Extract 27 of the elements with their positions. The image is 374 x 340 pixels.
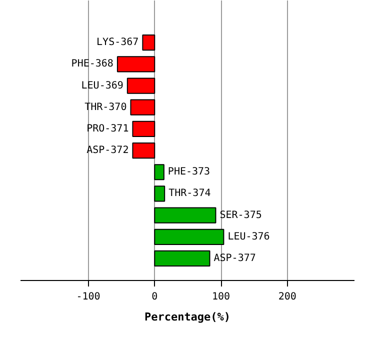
x-tick-label: 200: [278, 292, 296, 302]
bar: [154, 186, 166, 202]
bar: [126, 78, 156, 94]
y-tick-label: THR-370: [84, 102, 127, 113]
x-tick-label: 100: [212, 292, 230, 302]
x-axis-title: Percentage(%): [144, 310, 231, 324]
x-tick-label: 0: [152, 292, 158, 302]
y-tick-label: ASP-377: [214, 252, 256, 264]
y-tick-label: THR-374: [168, 188, 211, 200]
y-tick-label: PHE-373: [168, 166, 210, 178]
bar: [116, 56, 156, 72]
y-tick-label: PRO-371: [86, 123, 129, 134]
bar: [142, 34, 156, 51]
y-tick-label: ASP-372: [86, 145, 129, 156]
y-tick-label: LYS-367: [96, 37, 139, 48]
y-tick-label: LEU-369: [81, 80, 124, 92]
bar: [154, 228, 224, 245]
bar: [132, 142, 156, 159]
x-tick-label: -100: [76, 292, 100, 302]
y-tick-label: PHE-368: [71, 58, 114, 70]
bar: [154, 164, 164, 180]
bar: [154, 250, 210, 267]
bar: [154, 207, 216, 224]
bar: [132, 120, 156, 138]
y-tick-label: SER-375: [220, 210, 262, 221]
y-tick-label: LEU-376: [228, 231, 270, 242]
bar: [130, 99, 156, 116]
